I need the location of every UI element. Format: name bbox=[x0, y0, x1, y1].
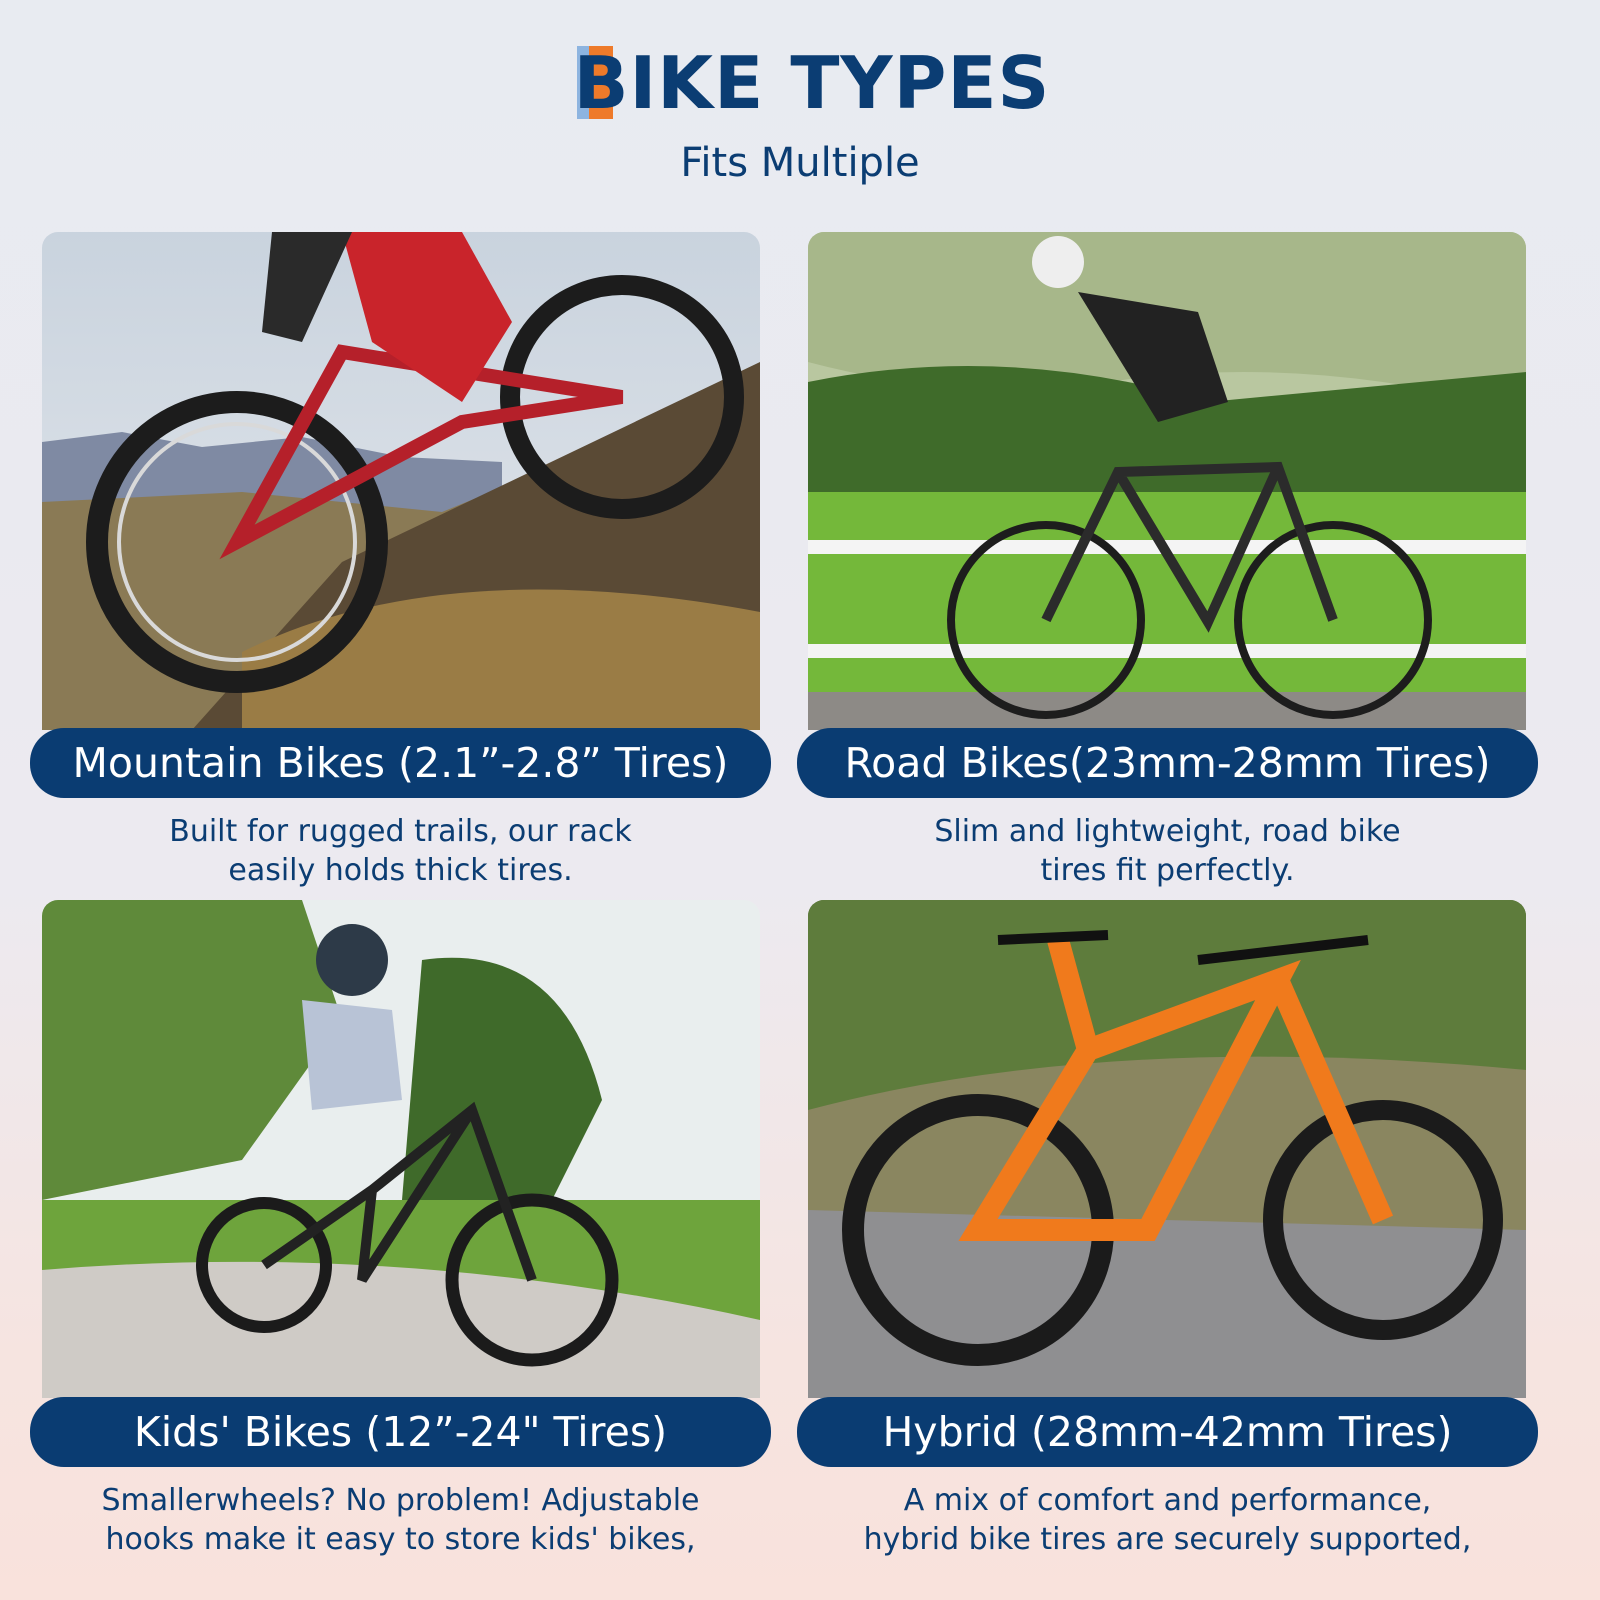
header: BIKE TYPES bbox=[0, 40, 1600, 126]
caption-line: easily holds thick tires. bbox=[228, 853, 573, 888]
caption-line: tires fit perfectly. bbox=[1040, 853, 1295, 888]
card-caption-kids: Smallerwheels? No problem! Adjustable ho… bbox=[30, 1481, 771, 1559]
caption-line: Slim and lightweight, road bike bbox=[934, 814, 1401, 849]
caption-line: A mix of comfort and performance, bbox=[903, 1483, 1432, 1518]
hybrid-bike-photo bbox=[808, 900, 1526, 1398]
card-label-mountain: Mountain Bikes (2.1”-2.8” Tires) bbox=[30, 728, 771, 798]
caption-line: hybrid bike tires are securely supported… bbox=[863, 1522, 1472, 1557]
mountain-bike-photo bbox=[42, 232, 760, 730]
card-caption-mountain: Built for rugged trails, our rack easily… bbox=[30, 812, 771, 890]
road-bike-photo bbox=[808, 232, 1526, 730]
page-subtitle: Fits Multiple bbox=[680, 140, 920, 186]
card-label-hybrid: Hybrid (28mm-42mm Tires) bbox=[797, 1397, 1538, 1467]
card-label-kids: Kids' Bikes (12”-24" Tires) bbox=[30, 1397, 771, 1467]
card-caption-road: Slim and lightweight, road bike tires fi… bbox=[797, 812, 1538, 890]
card-caption-hybrid: A mix of comfort and performance, hybrid… bbox=[797, 1481, 1538, 1559]
caption-line: Smallerwheels? No problem! Adjustable bbox=[101, 1483, 700, 1518]
kids-bike-photo bbox=[42, 900, 760, 1398]
caption-line: hooks make it easy to store kids' bikes, bbox=[105, 1522, 696, 1557]
accent-bar-blue bbox=[576, 46, 589, 119]
page-title: BIKE TYPES bbox=[573, 41, 1051, 125]
caption-line: Built for rugged trails, our rack bbox=[169, 814, 632, 849]
card-label-road: Road Bikes(23mm-28mm Tires) bbox=[797, 728, 1538, 798]
accent-bar-orange bbox=[588, 46, 613, 119]
